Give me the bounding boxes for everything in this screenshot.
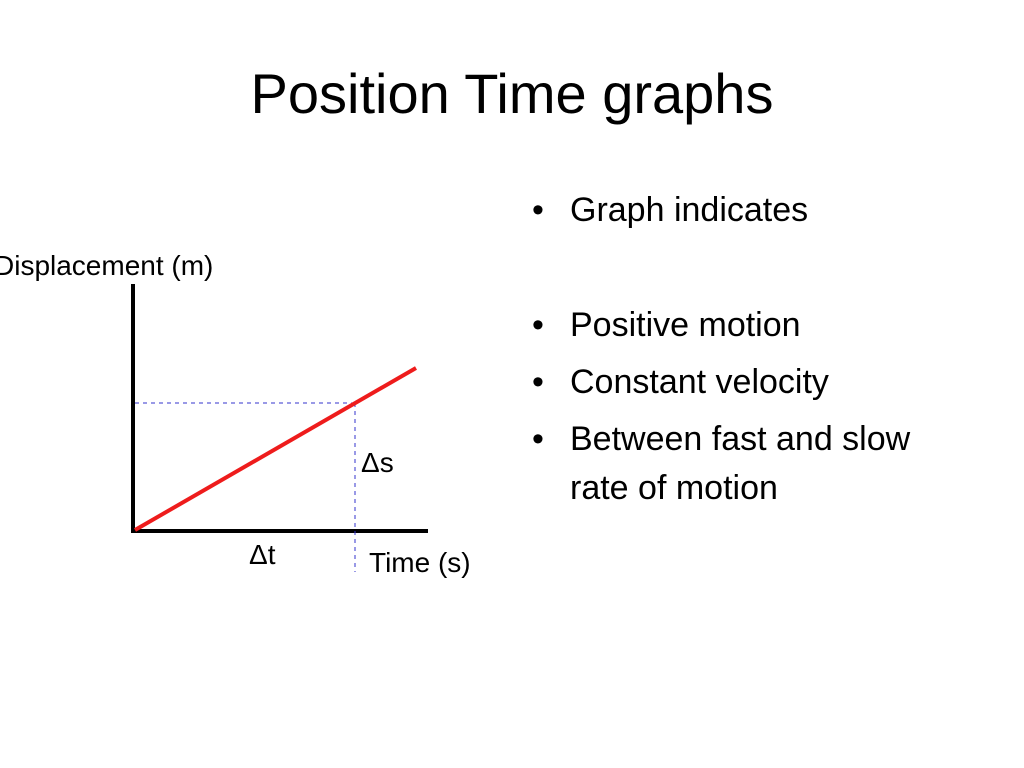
bullet: Between fast and slow rate of motion bbox=[532, 415, 912, 513]
bullet: Graph indicates bbox=[532, 186, 912, 235]
bullet: Positive motion bbox=[532, 301, 912, 350]
position-time-diagram: Displacement (m) Δs Δt Time (s) bbox=[0, 250, 471, 578]
motion-line bbox=[134, 366, 417, 532]
slide-title: Position Time graphs bbox=[250, 62, 774, 125]
delta-t-label: Δt bbox=[249, 539, 276, 570]
bullet: Constant velocity bbox=[532, 358, 912, 407]
delta-s-label: Δs bbox=[361, 447, 394, 478]
x-axis-label: Time (s) bbox=[369, 547, 471, 578]
bullet-list: Graph indicates Positive motion Constant… bbox=[532, 186, 912, 521]
y-axis-label: Displacement (m) bbox=[0, 250, 213, 281]
